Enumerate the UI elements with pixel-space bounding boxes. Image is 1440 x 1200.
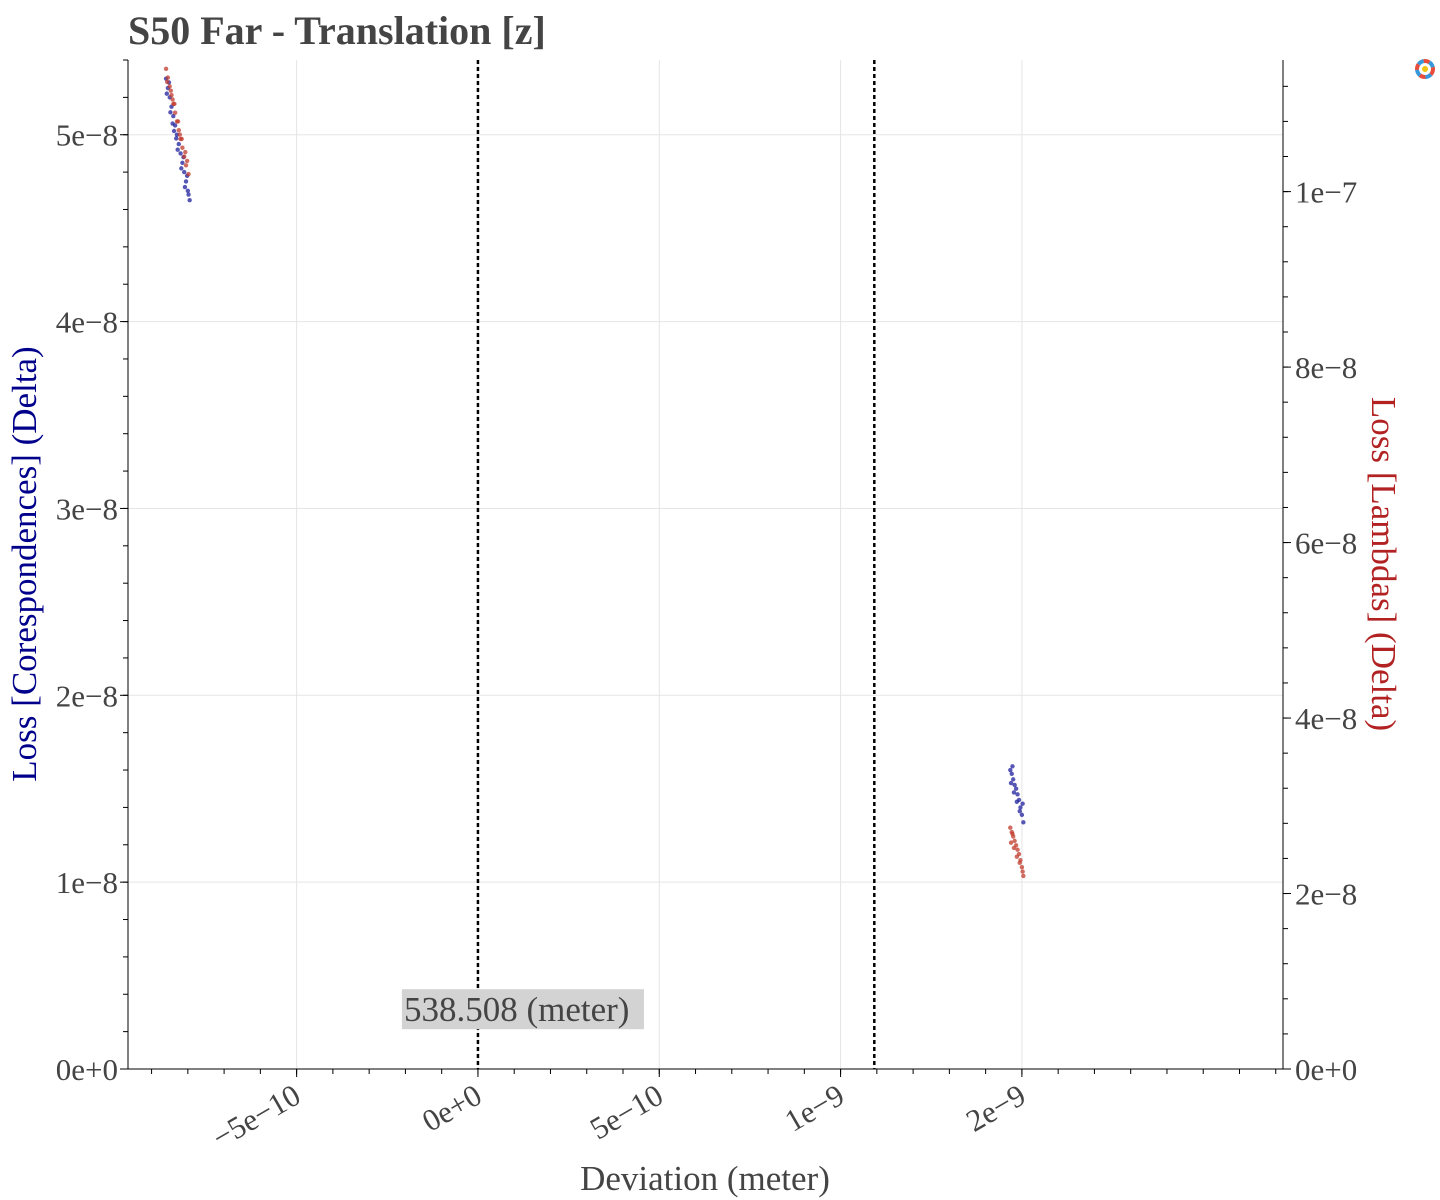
lambdas-point xyxy=(1012,838,1017,844)
x-axis-label: Deviation (meter) xyxy=(580,1159,830,1198)
annotation-label: 538.508 (meter) xyxy=(404,990,629,1029)
x-tick-label: −5e−10 xyxy=(206,1077,306,1155)
lambdas-point xyxy=(1020,869,1025,874)
correspondences-point xyxy=(1010,764,1015,769)
lambdas-point xyxy=(1021,873,1026,879)
lambdas-point xyxy=(1014,854,1020,859)
y-left-axis-label: Loss [Corespondences] (Delta) xyxy=(5,346,44,781)
correspondences-point xyxy=(1012,782,1017,788)
correspondences-point xyxy=(171,128,177,134)
lambdas-point xyxy=(183,163,189,168)
lambdas-point xyxy=(183,149,188,155)
axes: −5e−10 0e+0 5e−10 1e−9 2e−9 0e+0 1e−8 2e−8 3e−8 4… xyxy=(56,59,1357,1155)
toolbar-logo-icon[interactable] xyxy=(1415,59,1435,79)
y-right-tick-label: 1e−7 xyxy=(1295,175,1357,210)
correspondences-point xyxy=(170,121,175,126)
y-right-tick-label: 8e−8 xyxy=(1295,350,1357,385)
lambdas-point xyxy=(180,145,185,150)
correspondences-point xyxy=(176,141,181,147)
annotation-background xyxy=(401,989,644,1030)
correspondences-point xyxy=(1018,805,1023,810)
lambdas-point xyxy=(1008,840,1014,845)
y-left-tick-label: 4e−8 xyxy=(56,305,118,340)
x-tick-label: 1e−9 xyxy=(779,1077,850,1138)
correspondences-point xyxy=(168,110,173,115)
lambdas-point xyxy=(165,75,171,80)
y-left-tick-label: 2e−8 xyxy=(56,678,118,713)
lambdas-point xyxy=(164,79,170,85)
lambdas-point xyxy=(1008,825,1013,830)
chart-title: S50 Far - Translation [z] xyxy=(128,8,546,53)
correspondences-point xyxy=(187,197,192,203)
correspondences-point xyxy=(164,91,170,96)
correspondences-point xyxy=(1008,780,1014,786)
correspondences-point xyxy=(178,151,183,156)
lambdas-point xyxy=(177,132,183,137)
correspondences-point xyxy=(186,192,191,197)
correspondences-point xyxy=(185,188,191,193)
lambdas-point xyxy=(172,101,177,107)
lambdas-point xyxy=(184,158,190,164)
correspondences-point xyxy=(179,166,184,171)
reference-lines xyxy=(476,60,876,1069)
correspondences-point xyxy=(1020,801,1025,806)
correspondences-point xyxy=(183,179,189,184)
lambdas-point xyxy=(1017,860,1022,866)
y-right-tick-label: 6e−8 xyxy=(1295,526,1357,561)
correspondences-point xyxy=(171,113,176,119)
y-left-tick-label: 0e+0 xyxy=(56,1052,118,1087)
x-tick-label: 0e+0 xyxy=(416,1077,487,1138)
correspondences-point xyxy=(1010,777,1016,782)
y-right-axis-label: Loss [Lambdas] (Delta) xyxy=(1364,397,1403,731)
lambdas-point xyxy=(179,136,184,142)
grid xyxy=(128,60,1283,1070)
lambdas-point xyxy=(170,97,175,102)
correspondences-point xyxy=(182,169,187,175)
y-left-tick-label: 1e−8 xyxy=(56,865,118,900)
lambdas-point xyxy=(186,171,191,177)
annotation: 538.508 (meter) xyxy=(401,989,644,1030)
lambdas-point xyxy=(167,84,172,89)
correspondences-point xyxy=(1021,820,1026,825)
lambdas-point xyxy=(163,66,169,71)
data-points xyxy=(163,66,1026,879)
correspondences-point xyxy=(1008,767,1013,773)
lambdas-point xyxy=(169,92,174,98)
correspondences-point xyxy=(1015,792,1020,797)
y-right-tick-label: 2e−8 xyxy=(1295,877,1357,912)
correspondences-point xyxy=(1014,799,1020,805)
lambdas-point xyxy=(182,154,187,159)
y-right-tick-label: 4e−8 xyxy=(1295,701,1357,736)
lambdas-point xyxy=(1011,845,1017,851)
lambdas-point xyxy=(172,110,178,115)
correspondences-point xyxy=(180,160,185,165)
lambdas-point xyxy=(1010,831,1015,837)
correspondences-point xyxy=(1017,808,1022,814)
lambdas-point xyxy=(176,127,181,133)
y-left-tick-label: 5e−8 xyxy=(56,118,118,153)
lambdas-point xyxy=(1019,865,1025,870)
x-tick-label: 2e−9 xyxy=(960,1077,1031,1138)
correspondences-point xyxy=(1009,771,1014,776)
lambdas-point xyxy=(175,119,181,124)
correspondences-point xyxy=(182,184,188,190)
y-left-tick-label: 3e−8 xyxy=(56,491,118,526)
x-tick-label: 5e−10 xyxy=(584,1077,669,1146)
correspondences-point xyxy=(1011,790,1017,795)
lambdas-point xyxy=(1015,847,1020,852)
correspondences-point xyxy=(1013,786,1019,791)
correspondences-point xyxy=(174,136,179,141)
correspondences-point xyxy=(175,147,180,152)
correspondences-point xyxy=(1019,812,1025,818)
y-right-tick-label: 0e+0 xyxy=(1295,1052,1357,1087)
lambdas-point xyxy=(168,88,173,93)
